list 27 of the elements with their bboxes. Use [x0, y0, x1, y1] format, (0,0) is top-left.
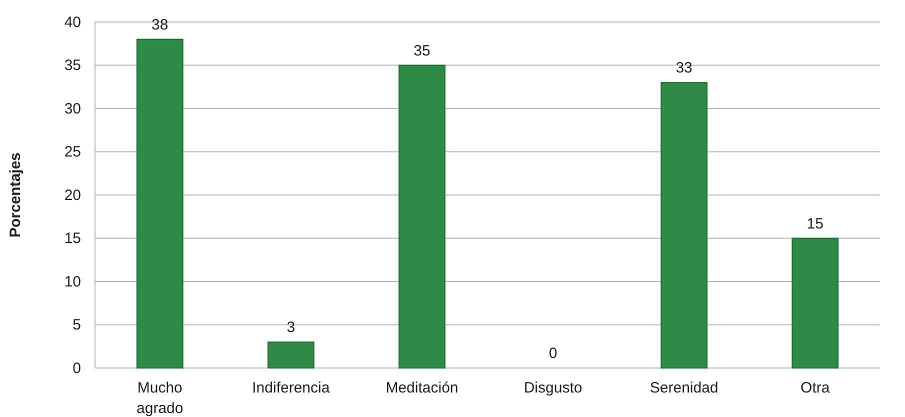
- bar: [660, 82, 708, 368]
- x-tick-label: Disgusto: [524, 380, 582, 397]
- bar: [136, 38, 184, 368]
- x-tick-label: Mucho agrado: [136, 380, 184, 417]
- y-tick-label: 20: [64, 186, 81, 204]
- data-label: 0: [548, 345, 558, 362]
- y-tick-label: 0: [72, 360, 81, 377]
- bar: [267, 342, 314, 368]
- y-tick-label: 30: [64, 100, 81, 118]
- x-tick-label: Otra: [800, 380, 830, 397]
- bar: [792, 238, 839, 368]
- data-label: 35: [414, 42, 430, 60]
- y-tick-label: 25: [64, 144, 81, 161]
- data-label: 3: [286, 319, 296, 336]
- data-label: 38: [152, 16, 168, 34]
- y-tick-label: 35: [64, 57, 81, 74]
- bar: [398, 64, 446, 368]
- x-tick-label: Serenidad: [650, 380, 718, 397]
- x-tick-label: Indiferencia: [252, 380, 330, 397]
- y-axis-title: Porcentajes: [7, 152, 24, 238]
- y-tick-label: 40: [64, 14, 81, 31]
- y-tick-label: 5: [72, 316, 81, 334]
- y-tick-label: 15: [64, 230, 81, 248]
- data-label: 33: [676, 60, 692, 77]
- x-tick-label: Meditación: [386, 380, 458, 397]
- data-label: 15: [806, 215, 824, 232]
- y-tick-label: 10: [64, 273, 81, 290]
